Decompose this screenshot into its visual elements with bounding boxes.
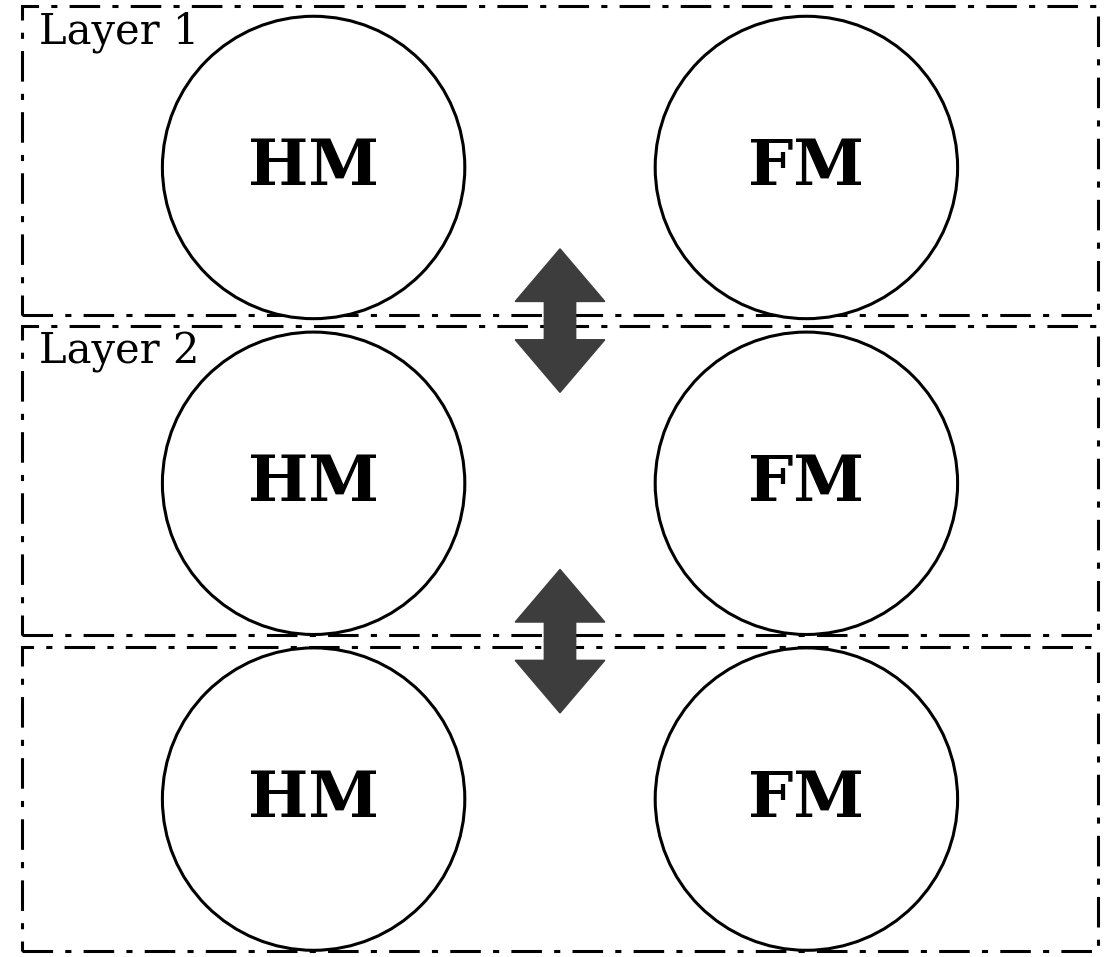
- FancyArrow shape: [515, 569, 605, 641]
- Bar: [22, 6, 1098, 315]
- Text: FM: FM: [748, 453, 865, 514]
- Ellipse shape: [655, 648, 958, 950]
- FancyArrow shape: [515, 249, 605, 321]
- Text: Layer 2: Layer 2: [39, 331, 199, 373]
- Bar: [22, 326, 1098, 635]
- Bar: [22, 647, 1098, 951]
- Text: HM: HM: [249, 768, 379, 830]
- Ellipse shape: [655, 16, 958, 319]
- Text: FM: FM: [748, 768, 865, 830]
- Ellipse shape: [655, 332, 958, 634]
- Text: Layer 1: Layer 1: [39, 11, 199, 53]
- Ellipse shape: [162, 332, 465, 634]
- Text: FM: FM: [748, 137, 865, 198]
- FancyArrow shape: [515, 641, 605, 713]
- Ellipse shape: [162, 648, 465, 950]
- FancyArrow shape: [515, 321, 605, 392]
- Text: HM: HM: [249, 453, 379, 514]
- Ellipse shape: [162, 16, 465, 319]
- Text: HM: HM: [249, 137, 379, 198]
